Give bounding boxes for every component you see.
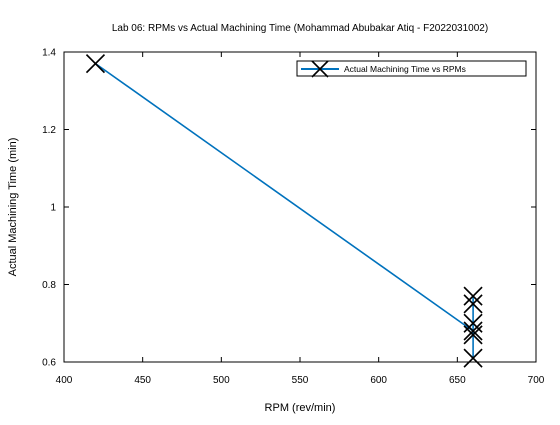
y-tick-label: 0.6 xyxy=(42,358,56,369)
legend-label: Actual Machining Time vs RPMs xyxy=(344,64,466,74)
marker-stroke xyxy=(85,54,106,74)
marker-stroke xyxy=(463,294,483,314)
data-point-marker xyxy=(463,348,483,368)
data-point-marker xyxy=(463,294,483,314)
data-point-marker xyxy=(463,321,483,341)
chart-title: Lab 06: RPMs vs Actual Machining Time (M… xyxy=(112,23,488,34)
legend: Actual Machining Time vs RPMs xyxy=(296,60,527,78)
x-tick-label: 700 xyxy=(528,375,545,386)
y-axis-label: Actual Machining Time (min) xyxy=(7,138,19,277)
x-tick-label: 600 xyxy=(370,375,387,386)
y-tick-label: 1.4 xyxy=(42,48,56,59)
x-tick-label: 400 xyxy=(56,375,73,386)
x-tick-label: 450 xyxy=(134,375,151,386)
x-tick-label: 550 xyxy=(292,375,309,386)
y-tick-label: 1.2 xyxy=(42,125,56,136)
y-tick-label: 1 xyxy=(50,203,56,214)
x-axis-label: RPM (rev/min) xyxy=(265,402,336,414)
series-line xyxy=(95,62,474,359)
data-point-marker xyxy=(85,54,106,74)
x-tick-label: 500 xyxy=(213,375,230,386)
legend-box xyxy=(296,60,527,77)
series-layer xyxy=(85,54,483,368)
legend-marker-stroke xyxy=(311,60,329,78)
marker-stroke xyxy=(463,286,483,306)
marker-stroke xyxy=(463,321,483,341)
y-tick-label: 0.8 xyxy=(42,280,56,291)
marker-stroke xyxy=(463,348,483,368)
data-point-marker xyxy=(463,286,483,306)
x-tick-label: 650 xyxy=(449,375,466,386)
ticks-layer: 400 450 500 550 600 650 700 0.6 0.8 1 1.2 1.4 xyxy=(42,48,545,387)
data-point-marker xyxy=(463,325,483,345)
legend-marker-sample xyxy=(311,60,329,78)
marker-stroke xyxy=(463,325,483,345)
